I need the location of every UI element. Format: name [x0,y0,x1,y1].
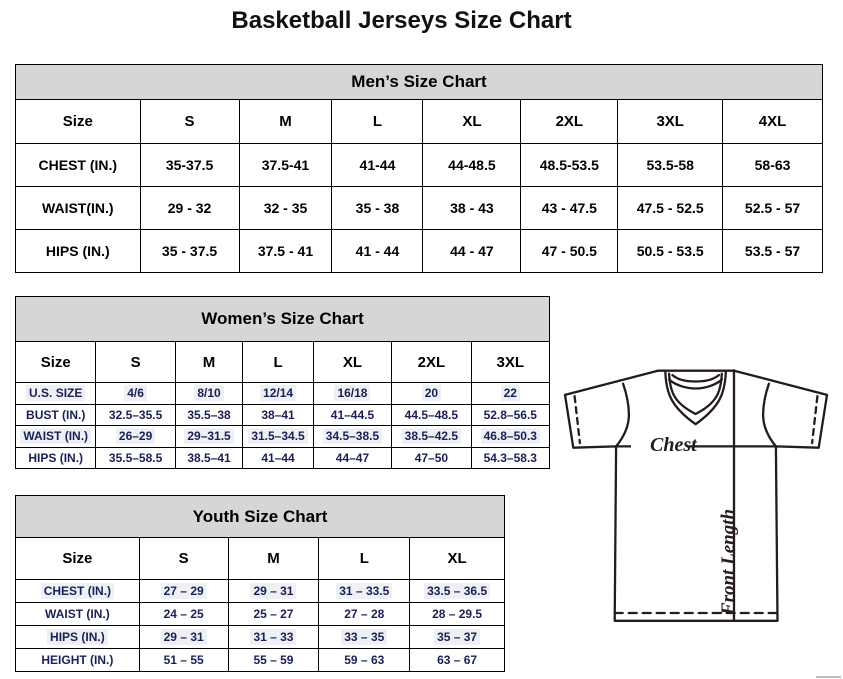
svg-text:Chest: Chest [650,434,698,456]
svg-text:Front Length: Front Length [718,509,739,616]
